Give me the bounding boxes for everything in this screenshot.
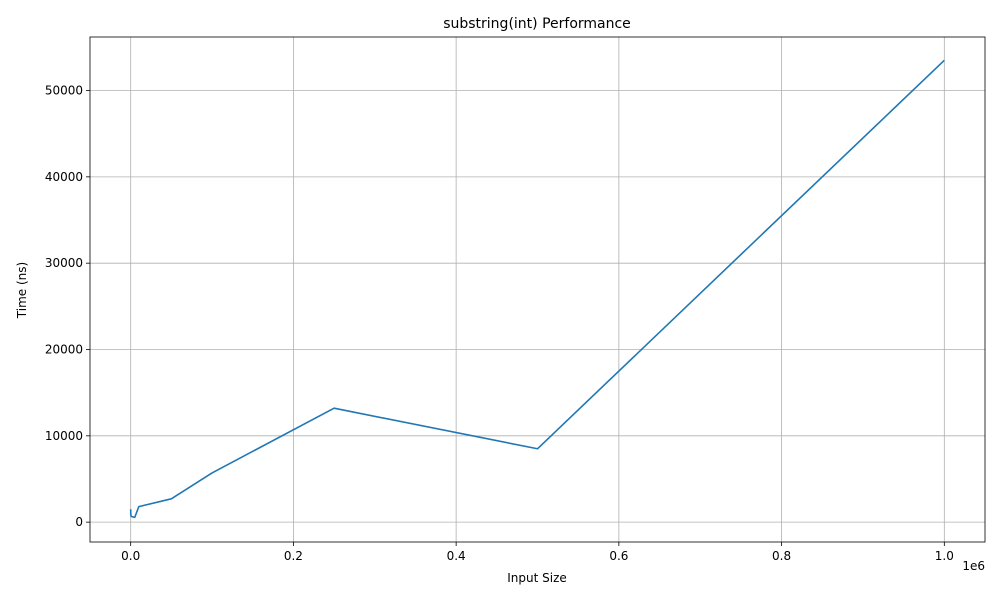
chart-title: substring(int) Performance xyxy=(443,16,631,32)
grid-lines xyxy=(90,37,985,542)
x-axis-ticks: 0.0 0.2 0.4 0.6 0.8 1.0 xyxy=(121,542,954,563)
y-tick-label: 20000 xyxy=(45,342,83,356)
y-tick-label: 30000 xyxy=(45,256,83,270)
x-tick-label: 0.2 xyxy=(284,549,303,563)
y-tick-label: 0 xyxy=(75,515,83,529)
x-axis-offset-label: 1e6 xyxy=(962,559,985,573)
x-tick-label: 0.4 xyxy=(447,549,466,563)
x-tick-label: 0.0 xyxy=(121,549,140,563)
series-layer xyxy=(129,59,945,519)
x-tick-label: 0.8 xyxy=(772,549,791,563)
y-tick-label: 10000 xyxy=(45,429,83,443)
x-axis-label: Input Size xyxy=(507,571,567,585)
y-tick-label: 40000 xyxy=(45,170,83,184)
y-tick-label: 50000 xyxy=(45,84,83,98)
series-line xyxy=(129,59,945,519)
y-axis-label: Time (ns) xyxy=(15,262,29,319)
y-axis-ticks: 0 10000 20000 30000 40000 50000 xyxy=(45,84,90,529)
plot-frame xyxy=(89,36,986,543)
x-tick-label: 1.0 xyxy=(935,549,954,563)
x-tick-label: 0.6 xyxy=(609,549,628,563)
